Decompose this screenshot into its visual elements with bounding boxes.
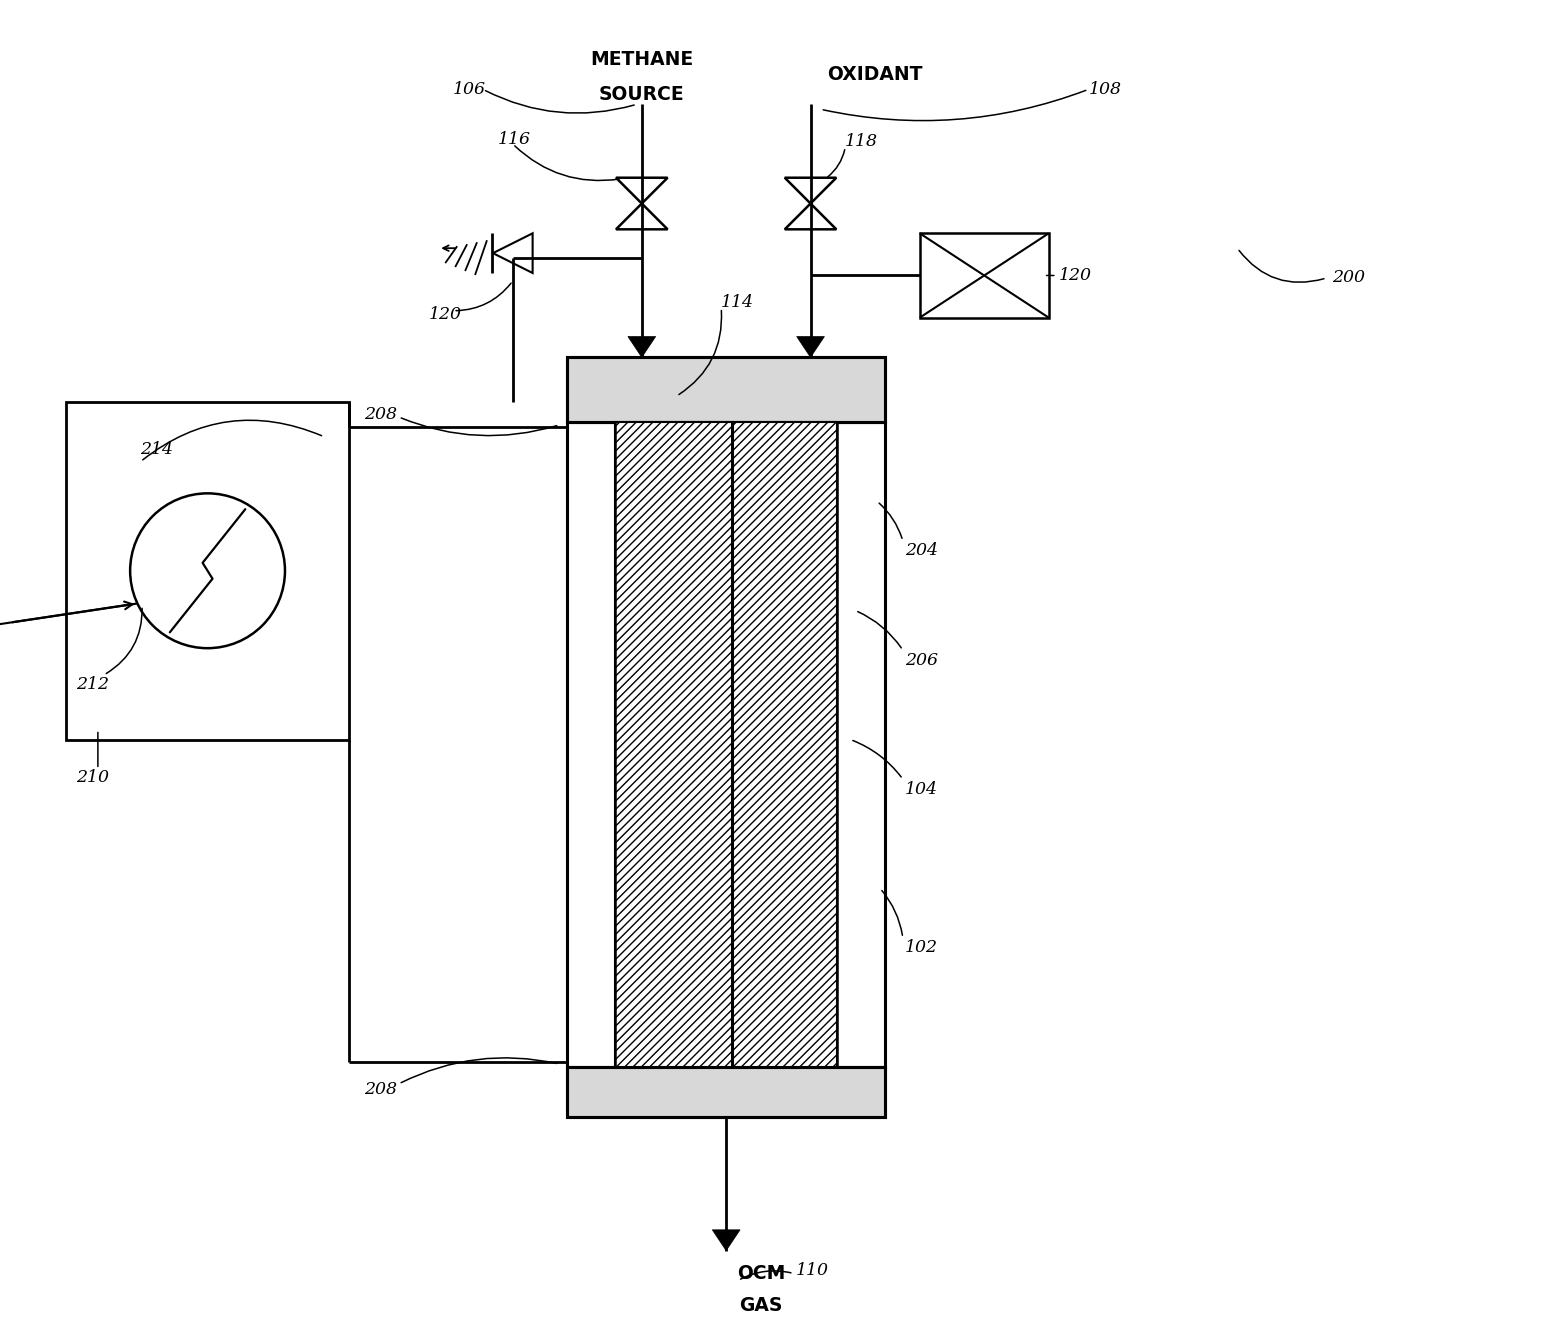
Text: GAS: GAS: [739, 1296, 782, 1314]
Polygon shape: [785, 178, 836, 203]
Polygon shape: [617, 178, 668, 203]
FancyArrowPatch shape: [455, 283, 511, 310]
Text: 212: 212: [76, 676, 108, 694]
Text: 118: 118: [846, 133, 878, 151]
Text: 116: 116: [497, 131, 531, 148]
Text: 106: 106: [454, 81, 486, 98]
Polygon shape: [796, 337, 824, 358]
FancyArrowPatch shape: [858, 612, 902, 647]
FancyArrowPatch shape: [143, 420, 322, 460]
Bar: [615, 421, 838, 1067]
Bar: [567, 1067, 884, 1116]
FancyArrowPatch shape: [881, 890, 903, 935]
FancyArrowPatch shape: [401, 1058, 556, 1083]
Text: 200: 200: [1332, 269, 1365, 287]
Bar: [567, 358, 884, 421]
FancyArrowPatch shape: [823, 90, 1086, 120]
Polygon shape: [617, 203, 668, 230]
Text: 210: 210: [76, 769, 108, 786]
FancyArrowPatch shape: [740, 1271, 792, 1279]
Text: 102: 102: [905, 939, 937, 956]
Text: 110: 110: [796, 1262, 829, 1279]
Polygon shape: [713, 1230, 740, 1251]
Text: OXIDANT: OXIDANT: [827, 65, 923, 85]
Text: 120: 120: [429, 306, 462, 324]
Text: 214: 214: [141, 441, 173, 458]
Polygon shape: [627, 337, 655, 358]
Text: 120: 120: [1058, 267, 1092, 284]
Bar: [567, 421, 884, 1067]
FancyArrowPatch shape: [401, 417, 556, 436]
FancyArrowPatch shape: [107, 608, 143, 674]
Text: SOURCE: SOURCE: [599, 85, 685, 104]
FancyArrowPatch shape: [678, 310, 722, 395]
Bar: [67, 402, 349, 740]
FancyArrowPatch shape: [880, 503, 902, 539]
Text: 208: 208: [364, 407, 397, 424]
FancyArrowPatch shape: [485, 91, 634, 114]
Bar: [567, 1067, 884, 1116]
Bar: [567, 358, 884, 421]
Polygon shape: [785, 203, 836, 230]
Text: 114: 114: [722, 295, 754, 312]
Text: 104: 104: [905, 781, 937, 798]
FancyArrowPatch shape: [1239, 251, 1324, 283]
Text: 208: 208: [364, 1082, 397, 1098]
Text: 206: 206: [905, 651, 937, 668]
FancyArrowPatch shape: [514, 145, 620, 181]
Bar: [920, 234, 1049, 317]
Polygon shape: [493, 234, 533, 273]
Text: 204: 204: [905, 543, 937, 559]
Text: METHANE: METHANE: [590, 50, 694, 69]
FancyArrowPatch shape: [827, 149, 844, 177]
Bar: [615, 421, 838, 1067]
FancyArrowPatch shape: [853, 741, 902, 777]
Text: OCM: OCM: [737, 1264, 785, 1283]
Text: 108: 108: [1089, 81, 1121, 98]
